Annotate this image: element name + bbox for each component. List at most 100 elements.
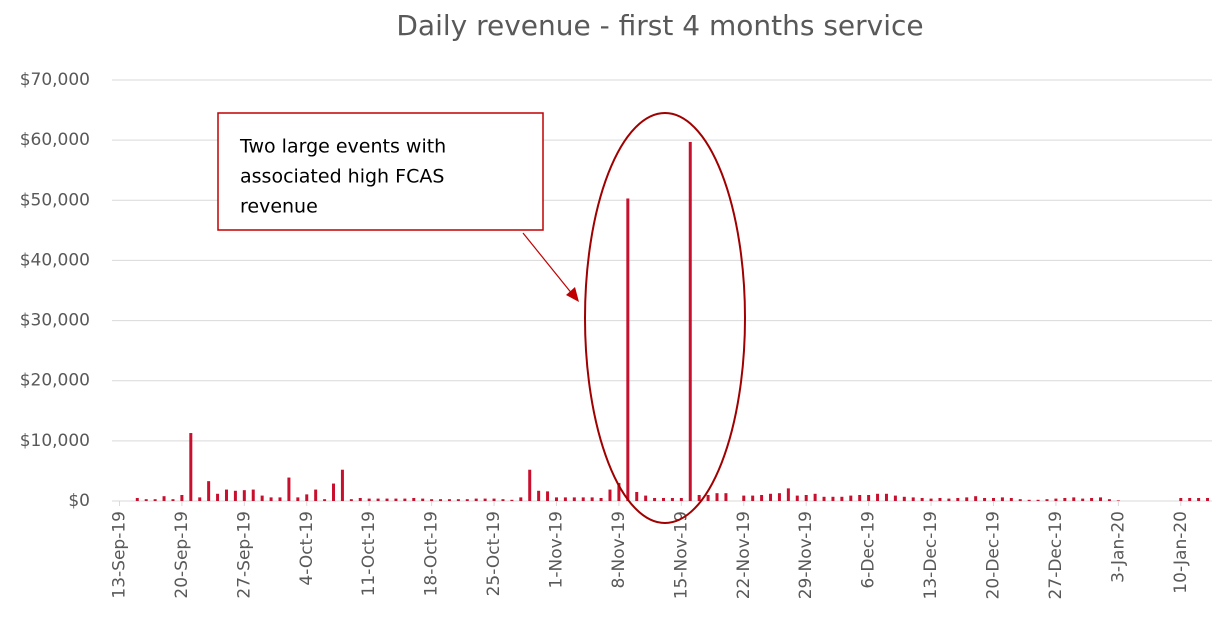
bar <box>822 496 826 501</box>
bar <box>590 497 594 501</box>
bar <box>1099 497 1103 501</box>
bar <box>474 498 478 501</box>
x-tick-label: 6-Dec-19 <box>859 511 879 589</box>
x-tick-label: 8-Nov-19 <box>609 511 629 588</box>
bar <box>893 495 897 501</box>
annotation-text: revenue <box>240 196 318 218</box>
bar <box>483 498 487 501</box>
bar <box>858 494 862 501</box>
bar <box>786 488 790 501</box>
bar <box>528 469 532 501</box>
annotation-text: Two large events with <box>239 136 446 158</box>
bar <box>662 497 665 501</box>
bar <box>519 497 523 501</box>
bar <box>278 497 282 501</box>
bar <box>1045 499 1049 501</box>
bar <box>546 491 550 501</box>
bar <box>1116 500 1120 501</box>
bar <box>358 497 362 501</box>
bar <box>1107 499 1111 501</box>
bar <box>804 494 808 501</box>
x-tick-label: 10-Jan-20 <box>1171 511 1191 594</box>
bar <box>180 494 184 501</box>
bar <box>706 494 710 501</box>
bar <box>831 496 835 501</box>
bar <box>884 493 888 501</box>
bar <box>760 494 764 501</box>
bar <box>929 498 933 501</box>
bar <box>626 198 630 501</box>
bar <box>1206 497 1210 501</box>
x-tick-label: 4-Oct-19 <box>297 511 317 586</box>
bar <box>269 497 273 501</box>
bar <box>135 497 139 501</box>
bar <box>911 497 915 501</box>
bar <box>1072 497 1076 501</box>
bar <box>965 497 969 501</box>
bar <box>724 493 728 501</box>
x-tick-label: 29-Nov-19 <box>796 511 816 599</box>
bar <box>581 497 585 501</box>
bar <box>1179 497 1183 501</box>
y-tick-label: $50,000 <box>20 190 90 210</box>
bar <box>608 489 612 501</box>
bar <box>314 489 318 501</box>
bar <box>305 494 309 501</box>
y-tick-label: $70,000 <box>20 70 90 90</box>
bar <box>242 490 246 501</box>
bar <box>795 495 799 501</box>
bar <box>1027 499 1031 501</box>
bar <box>1009 497 1013 501</box>
y-tick-label: $0 <box>68 491 90 511</box>
bar <box>902 496 906 501</box>
y-tick-label: $60,000 <box>20 130 90 150</box>
bar <box>340 469 344 501</box>
y-tick-label: $10,000 <box>20 431 90 451</box>
bar <box>1036 499 1040 501</box>
bar <box>840 496 844 501</box>
bar <box>403 498 407 501</box>
bar <box>376 498 380 501</box>
bar <box>554 497 558 501</box>
x-tick-label: 22-Nov-19 <box>734 511 754 599</box>
x-tick-label: 3-Jan-20 <box>1108 511 1128 583</box>
x-tick-label: 15-Nov-19 <box>671 511 691 599</box>
bar <box>385 498 389 501</box>
x-tick-label: 20-Sep-19 <box>172 511 192 599</box>
bar <box>260 495 264 501</box>
bar <box>991 497 995 501</box>
x-tick-label: 1-Nov-19 <box>546 511 566 588</box>
bar <box>439 499 443 501</box>
bar <box>697 494 701 501</box>
bar <box>394 498 398 501</box>
bar <box>599 497 603 501</box>
bar <box>162 496 166 501</box>
x-tick-label: 11-Oct-19 <box>359 511 379 596</box>
bar <box>323 499 327 501</box>
bar <box>456 499 460 501</box>
bar <box>251 489 255 501</box>
bar <box>492 498 496 501</box>
bar <box>153 499 157 501</box>
x-tick-label: 13-Sep-19 <box>109 511 129 599</box>
bar <box>171 499 175 501</box>
bar <box>742 495 746 501</box>
bar <box>867 494 871 501</box>
bar <box>670 497 674 501</box>
bar <box>233 490 237 501</box>
bar <box>367 498 371 501</box>
bar <box>876 493 880 501</box>
bar <box>1188 497 1192 501</box>
bar <box>563 497 567 501</box>
y-tick-label: $20,000 <box>20 371 90 391</box>
bar <box>777 493 781 501</box>
bar <box>510 499 514 501</box>
bar <box>849 495 853 501</box>
bar <box>751 495 755 501</box>
bar <box>1081 498 1085 501</box>
bar <box>1000 497 1004 501</box>
bar <box>769 493 773 501</box>
bar <box>198 497 202 501</box>
chart-title: Daily revenue - first 4 months service <box>396 9 923 42</box>
